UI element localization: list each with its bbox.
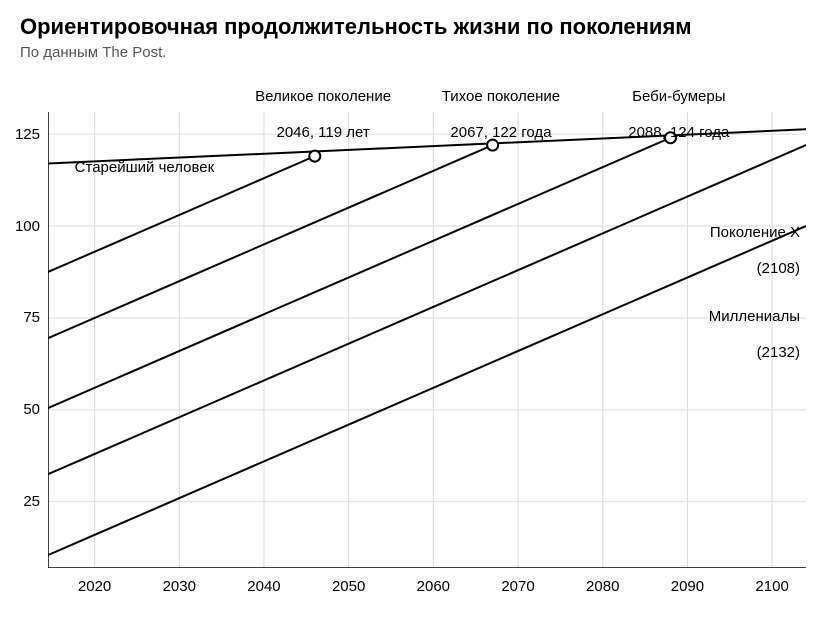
annotation-gen-x: Поколение X (2108) <box>693 206 800 296</box>
y-tick-label: 100 <box>0 218 40 235</box>
y-tick-label: 75 <box>0 309 40 326</box>
annotation-line2: (2132) <box>757 344 800 361</box>
oldest-person-text: Старейший человек <box>75 159 215 176</box>
x-tick-label: 2060 <box>408 578 458 595</box>
y-tick-label: 50 <box>0 401 40 418</box>
annotation-greatest-gen: Великое поколение 2046, 119 лет <box>239 70 392 160</box>
annotation-line1: Поколение X <box>710 224 800 241</box>
annotation-line2: 2046, 119 лет <box>276 124 369 141</box>
x-tick-label: 2020 <box>70 578 120 595</box>
annotation-line1: Великое поколение <box>255 88 391 105</box>
chart-subtitle: По данным The Post. <box>20 44 166 61</box>
y-tick-label: 25 <box>0 493 40 510</box>
x-tick-label: 2070 <box>493 578 543 595</box>
annotation-silent-gen: Тихое поколение 2067, 122 года <box>425 70 560 160</box>
y-tick-label: 125 <box>0 126 40 143</box>
annotation-line2: (2108) <box>757 260 800 277</box>
annotation-line2: 2067, 122 года <box>450 124 551 141</box>
annotation-millennials: Миллениалы (2132) <box>692 290 800 380</box>
x-tick-label: 2050 <box>324 578 374 595</box>
x-tick-label: 2040 <box>239 578 289 595</box>
x-tick-label: 2100 <box>747 578 797 595</box>
annotation-line1: Миллениалы <box>709 308 800 325</box>
oldest-person-label: Старейший человек <box>58 141 214 195</box>
annotation-line2: 2088, 124 года <box>628 124 729 141</box>
x-tick-label: 2080 <box>578 578 628 595</box>
x-tick-label: 2030 <box>154 578 204 595</box>
annotation-line1: Беби-бумеры <box>632 88 725 105</box>
chart-container: Ориентировочная продолжительность жизни … <box>0 0 823 620</box>
annotation-line1: Тихое поколение <box>442 88 560 105</box>
x-tick-label: 2090 <box>662 578 712 595</box>
chart-title: Ориентировочная продолжительность жизни … <box>20 14 692 40</box>
annotation-boomers: Беби-бумеры 2088, 124 года <box>612 70 730 160</box>
